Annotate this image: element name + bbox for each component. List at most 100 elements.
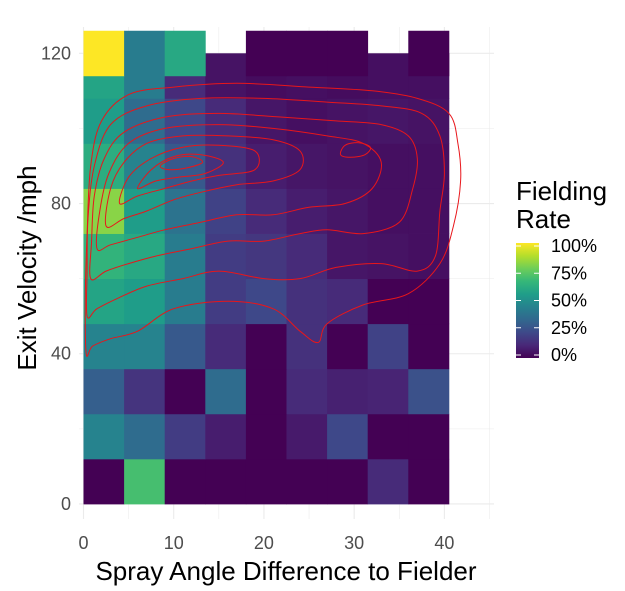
heatmap-cell [367, 188, 409, 234]
legend-labels: 100% 75% 50% 25% 0% [516, 236, 597, 365]
density-contour [95, 124, 382, 252]
heatmap-cell [327, 188, 369, 234]
heatmap-cell [367, 98, 409, 144]
heatmap-cell [205, 143, 247, 189]
heatmap-cell [245, 368, 287, 415]
heatmap-cell [286, 30, 328, 77]
heatmap-cell [286, 278, 328, 325]
heatmap-cell [124, 98, 166, 144]
legend-label: 75% [551, 263, 587, 283]
heatmap-cell [245, 143, 287, 189]
heatmap-cell [327, 30, 369, 77]
heatmap-cell [205, 98, 247, 144]
density-contour [84, 82, 462, 357]
heatmap-cell [205, 413, 247, 460]
x-tick-label: 30 [344, 533, 364, 553]
y-tick-label: 80 [51, 194, 71, 214]
heatmap-cell [83, 30, 125, 77]
heatmap-cell [164, 278, 206, 325]
heatmap-cell [164, 188, 206, 234]
heatmap-cell [245, 278, 287, 325]
x-axis-title: Spray Angle Difference to Fielder [95, 556, 476, 586]
heatmap-cell [286, 98, 328, 144]
y-axis-ticks: 0 40 80 120 [41, 43, 71, 514]
heatmap-cell [164, 368, 206, 415]
legend: Fielding Rate 100% 75% 50% 25% 0% [516, 176, 607, 365]
heatmap-cell [327, 233, 369, 280]
heatmap-cell [245, 188, 287, 234]
heatmap-cell [245, 323, 287, 370]
heatmap-cell [367, 458, 409, 505]
y-tick-label: 40 [51, 344, 71, 364]
x-axis-ticks: 0 10 20 30 40 [79, 533, 455, 553]
heatmap-cell [164, 413, 206, 460]
heatmap-cell [124, 30, 166, 77]
heatmap-cell [83, 368, 125, 415]
heatmap-cell [124, 143, 166, 189]
heatmap-cell [408, 323, 450, 370]
heatmap-cell [83, 458, 125, 505]
density-contour [85, 97, 445, 319]
legend-title-line-1: Fielding [516, 176, 607, 206]
heatmap-cell [245, 413, 287, 460]
heatmap-cell [408, 233, 450, 280]
heatmap-cell [83, 323, 125, 370]
heatmap-cell [205, 188, 247, 234]
legend-colorbar [516, 243, 539, 358]
density-contour [339, 142, 372, 158]
heatmap-cell [205, 323, 247, 370]
heatmap-cell [164, 30, 206, 77]
heatmap-cell [367, 53, 409, 99]
heatmap-cell [327, 143, 369, 189]
heatmap-cell [408, 188, 450, 234]
x-tick-label: 10 [164, 533, 184, 553]
heatmap-cell [286, 323, 328, 370]
heatmap-cell [327, 458, 369, 505]
heatmap-cell [367, 323, 409, 370]
density-contour [118, 144, 260, 205]
heatmap-cell [124, 413, 166, 460]
y-tick-label: 120 [41, 43, 71, 63]
heatmap-cell [408, 278, 450, 325]
heatmap-cell [286, 188, 328, 234]
y-tick-label: 0 [61, 494, 71, 514]
legend-label: 100% [551, 236, 597, 256]
heatmap-cell [205, 368, 247, 415]
heatmap-cell [367, 413, 409, 460]
heatmap-cell [408, 413, 450, 460]
x-tick-label: 0 [79, 533, 89, 553]
heatmap-cell [124, 188, 166, 234]
heatmap-cell [367, 278, 409, 325]
heatmap-cell [124, 458, 166, 505]
heatmap-cell [408, 30, 450, 77]
legend-label: 25% [551, 318, 587, 338]
heatmap-cell [164, 98, 206, 144]
heatmap-cell [164, 458, 206, 505]
heatmap-cell [408, 98, 450, 144]
heatmap-cell [245, 458, 287, 505]
heatmap-cell [367, 233, 409, 280]
heatmap-cell [245, 98, 287, 144]
heatmap-cell [124, 323, 166, 370]
legend-label: 50% [551, 291, 587, 311]
heatmap-cell [164, 233, 206, 280]
heatmap-cell [327, 368, 369, 415]
heatmap-cell [286, 413, 328, 460]
x-tick-label: 20 [254, 533, 274, 553]
density-contour [137, 153, 224, 190]
heatmap-cell [286, 233, 328, 280]
heatmap-cells [83, 30, 450, 505]
y-axis-title: Exit Velocity /mph [12, 165, 42, 370]
heatmap-cell [164, 323, 206, 370]
heatmap-cell [408, 368, 450, 415]
heatmap-cell [205, 458, 247, 505]
density-contour [159, 155, 204, 171]
x-tick-label: 40 [434, 533, 454, 553]
heatmap-cell [83, 98, 125, 144]
legend-title-line-2: Rate [516, 204, 571, 234]
heatmap-cell [327, 278, 369, 325]
density-contours [84, 82, 462, 357]
heatmap-cell [408, 458, 450, 505]
density-contour [89, 112, 418, 281]
